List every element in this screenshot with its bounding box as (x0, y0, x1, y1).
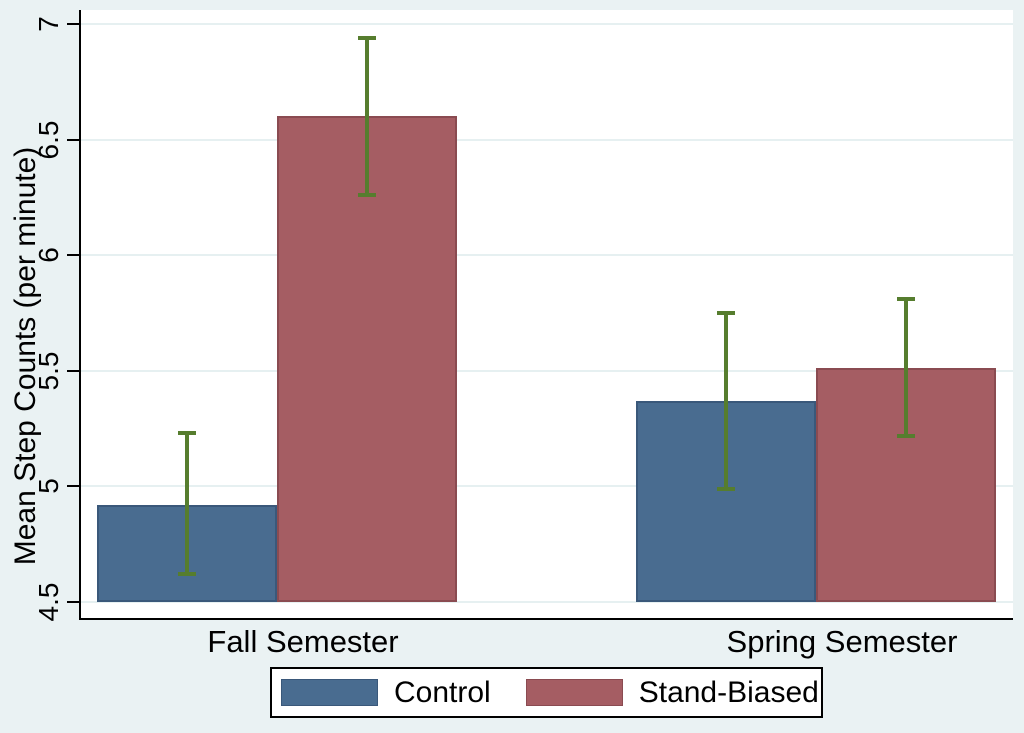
y-tick-label: 5.5 (33, 351, 64, 391)
gridline (81, 369, 1013, 372)
y-tick-mark (67, 369, 79, 372)
error-bar-cap (358, 193, 376, 198)
y-tick-mark (67, 601, 79, 603)
error-bar-cap (717, 486, 735, 491)
x-category-label: Fall Semester (207, 624, 399, 659)
error-bar-cap (178, 572, 196, 577)
y-tick-label: 6.5 (33, 120, 64, 160)
x-category-label: Spring Semester (726, 624, 958, 659)
error-bar-cap (897, 433, 915, 438)
y-tick-mark (67, 23, 79, 25)
y-tick-mark (67, 485, 79, 488)
error-bar-stem (365, 37, 369, 196)
gridline (81, 601, 1013, 603)
y-tick-label: 4.5 (33, 582, 64, 622)
legend: Control Stand-Biased (270, 667, 823, 718)
error-bar-stem (185, 433, 189, 575)
error-bar-stem (904, 299, 908, 436)
y-tick-mark (67, 138, 79, 141)
y-tick-label: 5 (33, 478, 64, 495)
bar-control-spring (636, 400, 816, 602)
legend-swatch-stand-biased (525, 679, 623, 706)
legend-label-stand-biased: Stand-Biased (638, 675, 819, 709)
error-bar-cap (897, 297, 915, 302)
error-bar-cap (717, 311, 735, 315)
y-tick-label: 6 (33, 247, 64, 263)
error-bar-stem (724, 313, 728, 489)
plot-area (79, 10, 1013, 620)
error-bar-cap (358, 35, 376, 40)
gridline (81, 23, 1013, 25)
legend-label-control: Control (394, 675, 491, 709)
gridline (81, 254, 1013, 257)
legend-swatch-control (281, 679, 378, 706)
error-bar-cap (178, 431, 196, 436)
gridline (81, 138, 1013, 141)
gridline (81, 485, 1013, 488)
y-tick-label: 7 (33, 16, 64, 32)
y-tick-mark (67, 254, 79, 257)
bar-stand-biased-fall (277, 116, 457, 602)
